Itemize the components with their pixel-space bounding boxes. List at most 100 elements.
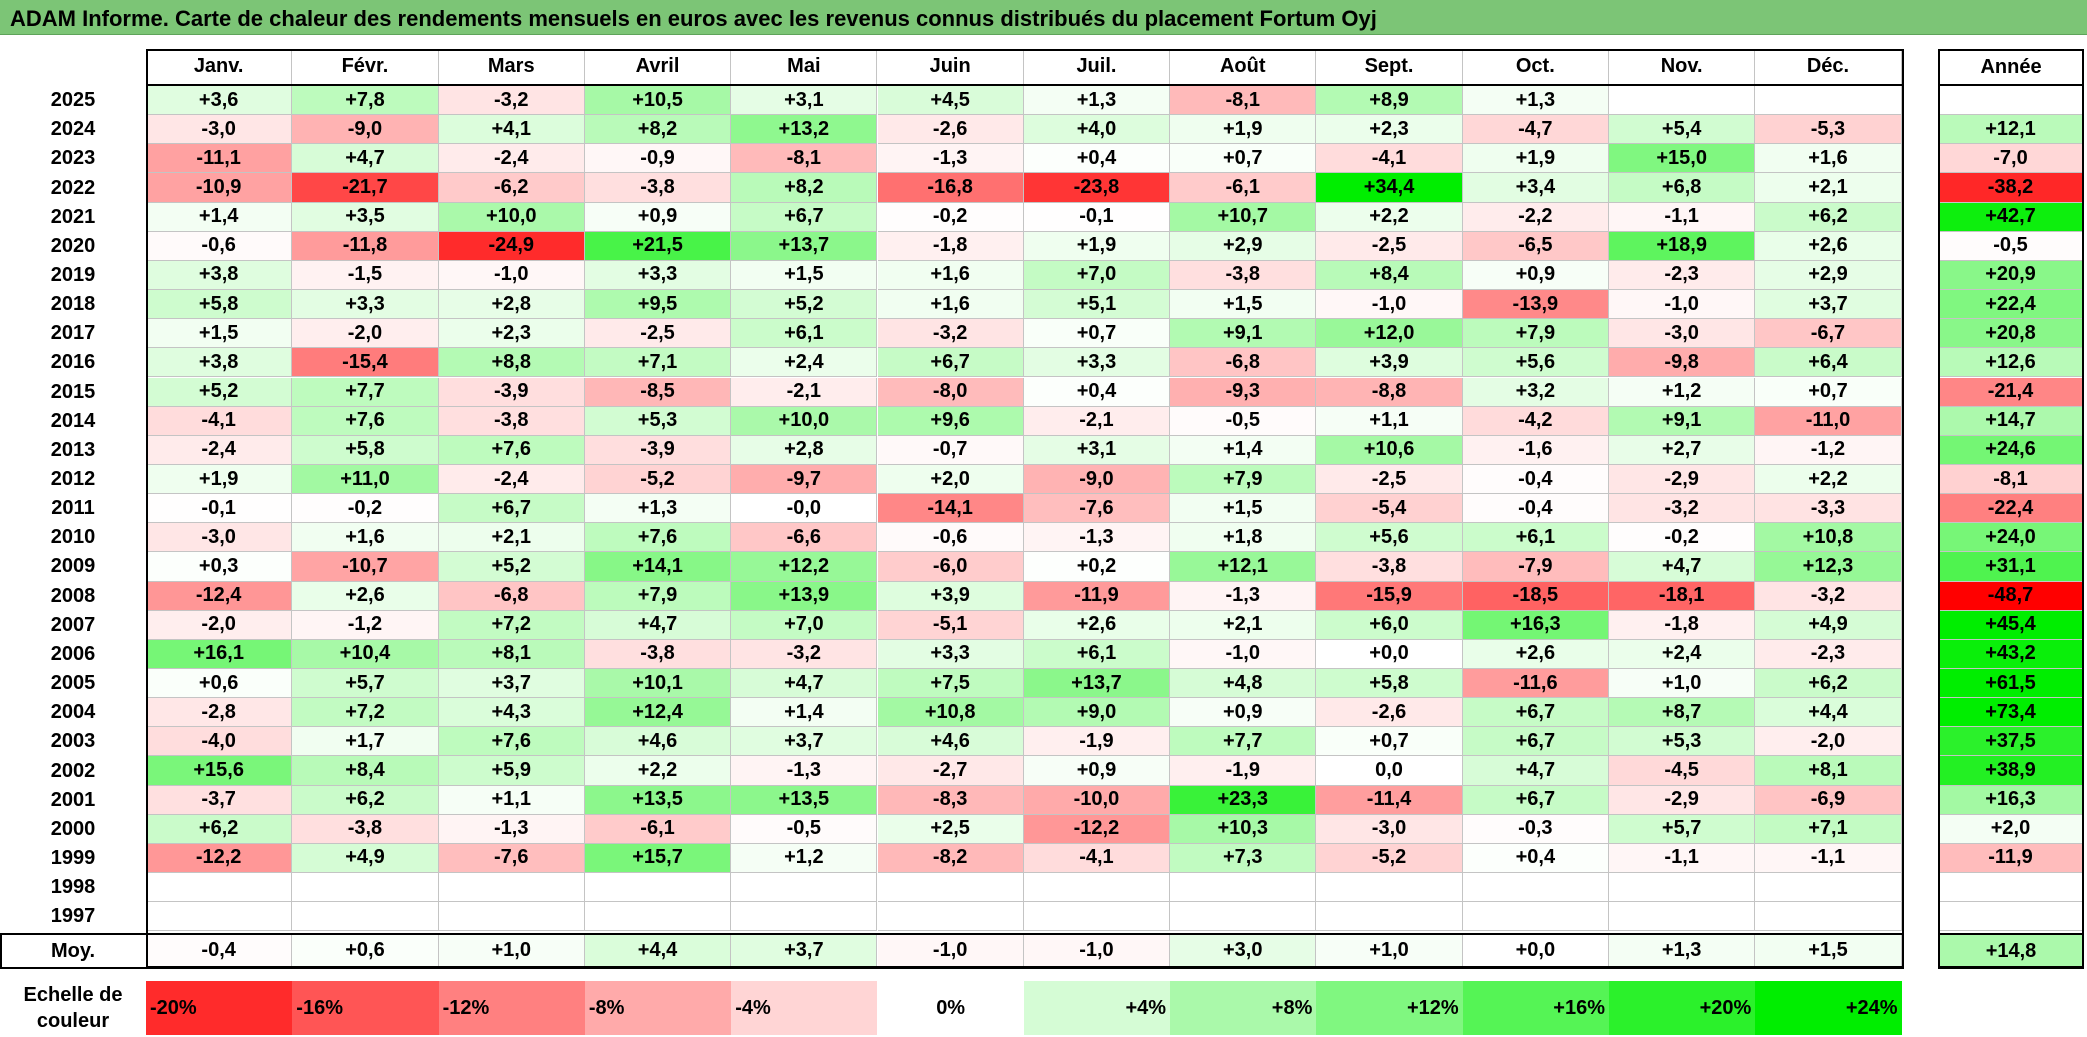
heatmap-cell: -3,8 [1316,552,1463,582]
heatmap-cell: +6,1 [731,319,878,349]
heatmap-cell: -3,2 [1609,494,1756,524]
row-year-label: 2021 [0,202,146,232]
legend-swatch: -4% [731,981,878,1035]
row-year-label: 2006 [0,639,146,669]
heatmap-cell: +1,5 [1170,494,1317,524]
heatmap-cell: +10,0 [438,202,585,232]
annual-cell: +42,7 [1939,202,2083,232]
annual-cell: +20,9 [1939,260,2083,291]
heatmap-cell: +6,7 [877,348,1024,378]
heatmap-cell: +1,9 [1462,144,1609,174]
annual-cell: +12,6 [1939,348,2083,378]
heatmap-cell: +2,6 [292,581,439,611]
heatmap-cell: +1,8 [1170,523,1317,553]
heatmap-cell: +6,1 [1462,523,1609,553]
heatmap-cell: +3,7 [1755,290,1902,320]
annual-cell: +43,2 [1939,639,2083,669]
heatmap-cell: -2,0 [146,610,293,640]
heatmap-cell [1755,86,1902,116]
row-year-label: 2009 [0,552,146,582]
heatmap-cell: -3,0 [1316,814,1463,844]
heatmap-cell: +1,9 [146,464,293,495]
heatmap-cell: -11,6 [1462,669,1609,699]
heatmap-cell: +1,7 [292,727,439,757]
heatmap-cell: -2,6 [1316,698,1463,728]
annual-cell: +31,1 [1939,552,2083,582]
heatmap-cell: +1,6 [292,523,439,553]
heatmap-cell: -12,2 [1023,814,1171,844]
heatmap-cell: +0,0 [1316,639,1463,669]
heatmap-cell [1755,873,1902,903]
heatmap-cell: -9,7 [731,464,878,495]
heatmap-cell: +0,6 [146,669,293,699]
heatmap-cell: -5,4 [1316,494,1463,524]
heatmap-cell: -2,1 [1023,406,1171,436]
heatmap-cell: -6,1 [584,814,732,844]
heatmap-cell: -0,2 [877,202,1024,232]
row-year-label: 2013 [0,435,146,465]
heatmap-cell: +2,5 [877,814,1024,844]
heatmap-cell: -2,6 [877,115,1024,145]
heatmap-cell: -2,1 [731,377,878,407]
heatmap-cell: -0,6 [877,523,1024,553]
heatmap-cell: +6,2 [1755,669,1902,699]
row-year-label: 2019 [0,260,146,291]
avg-cell: +1,3 [1609,935,1756,967]
heatmap-cell: +5,3 [584,406,732,436]
heatmap-cell [1023,902,1171,932]
heatmap-cell: -12,4 [146,581,293,611]
heatmap-cell: +2,1 [438,523,585,553]
heatmap-cell: -12,2 [146,843,293,874]
heatmap-cell: +8,1 [438,639,585,669]
heatmap-cell: -1,1 [1609,843,1756,874]
heatmap-cell: -2,7 [877,756,1024,786]
heatmap-cell: +6,2 [146,814,293,844]
heatmap-cell: -1,0 [1170,639,1317,669]
annual-cell: +2,0 [1939,814,2083,844]
heatmap-cell: -3,0 [146,115,293,145]
heatmap-cell: -3,2 [731,639,878,669]
heatmap-cell [877,873,1024,903]
heatmap-cell: +7,9 [584,581,732,611]
row-year-label: 2018 [0,290,146,320]
heatmap-cell: +6,7 [438,494,585,524]
avg-cell: -1,0 [877,935,1024,967]
heatmap-cell: -3,7 [146,785,293,815]
heatmap-cell [292,902,439,932]
heatmap-cell: -2,9 [1609,785,1756,815]
heatmap-cell: +7,9 [1462,319,1609,349]
heatmap-cell: -9,8 [1609,348,1756,378]
heatmap-cell: +9,1 [1609,406,1756,436]
heatmap-cell: 0,0 [1316,756,1463,786]
heatmap-cell [1609,86,1756,116]
heatmap-cell: -0,1 [146,494,293,524]
heatmap-cell: +0,7 [1316,727,1463,757]
annual-cell: -48,7 [1939,581,2083,611]
heatmap-cell: +13,5 [731,785,878,815]
heatmap-cell: -0,7 [877,435,1024,465]
heatmap-cell: +1,9 [1170,115,1317,145]
heatmap-cell: +5,7 [292,669,439,699]
heatmap-cell: +4,4 [1755,698,1902,728]
heatmap-cell: -1,0 [1609,290,1756,320]
heatmap-cell [146,902,293,932]
heatmap-cell: +3,3 [292,290,439,320]
heatmap-cell: -18,1 [1609,581,1756,611]
heatmap-cell: -15,4 [292,348,439,378]
heatmap-cell [1316,902,1463,932]
heatmap-cell [1755,902,1902,932]
heatmap-cell: -1,8 [1609,610,1756,640]
heatmap-cell: +4,7 [1609,552,1756,582]
heatmap-cell: +13,7 [731,231,878,261]
row-year-label: 2014 [0,406,146,436]
heatmap-cell: +0,4 [1023,144,1171,174]
heatmap-cell: -9,3 [1170,377,1317,407]
heatmap-cell: -2,4 [438,464,585,495]
heatmap-cell: +34,4 [1316,173,1463,203]
avg-cell: +1,0 [438,935,585,967]
heatmap-cell: -3,2 [1755,581,1902,611]
annual-cell: +73,4 [1939,698,2083,728]
heatmap-cell: +2,6 [1023,610,1171,640]
month-header: Janv. [146,49,293,85]
heatmap-cell: -2,5 [1316,464,1463,495]
